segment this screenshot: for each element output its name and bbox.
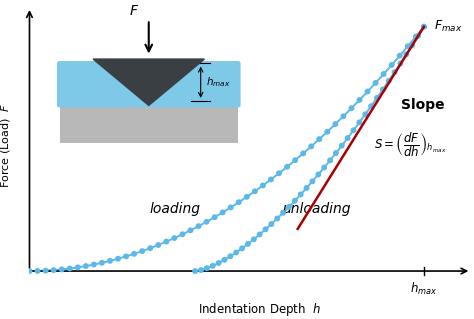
Point (332, 151, 340, 156)
Point (122, 254, 130, 259)
Point (331, 122, 339, 127)
Point (402, 52, 410, 57)
Point (367, 104, 375, 109)
Point (259, 183, 267, 188)
Point (195, 224, 202, 229)
Point (308, 144, 315, 149)
Point (211, 215, 219, 220)
Point (291, 198, 299, 203)
Point (309, 179, 316, 184)
Point (404, 44, 411, 49)
Point (420, 24, 428, 29)
Text: loading: loading (150, 202, 201, 216)
Point (209, 263, 217, 268)
Point (350, 128, 357, 133)
Point (292, 158, 299, 163)
Text: Indentation Depth  $h$: Indentation Depth $h$ (198, 301, 321, 318)
Point (315, 172, 322, 177)
Point (98, 260, 106, 265)
Point (179, 232, 186, 237)
Point (50, 268, 57, 273)
Point (283, 164, 291, 169)
Point (275, 171, 283, 176)
Point (82, 263, 90, 269)
Point (297, 192, 304, 197)
Point (203, 266, 210, 271)
Point (262, 227, 269, 232)
Text: $S = \left(\dfrac{dF}{dh}\right)_{h_{max}}$: $S = \left(\dfrac{dF}{dh}\right)_{h_{max… (374, 131, 447, 159)
Point (379, 87, 387, 92)
Point (74, 265, 82, 270)
Point (219, 210, 227, 215)
Point (347, 106, 355, 111)
Point (221, 257, 228, 262)
Point (138, 249, 146, 254)
Point (243, 194, 251, 199)
Point (397, 61, 404, 66)
Point (267, 177, 275, 182)
Point (300, 151, 307, 156)
Point (338, 143, 346, 148)
Point (356, 120, 363, 125)
Point (191, 269, 199, 274)
Point (380, 71, 387, 77)
Point (362, 112, 369, 117)
Text: Slope: Slope (401, 98, 444, 112)
Point (187, 228, 194, 233)
Point (66, 266, 73, 271)
Point (256, 232, 264, 237)
Point (356, 97, 363, 102)
Point (215, 260, 222, 265)
Text: $F_{max}$: $F_{max}$ (434, 19, 462, 34)
Point (146, 246, 154, 251)
Point (130, 251, 138, 256)
Point (420, 24, 428, 29)
Point (388, 63, 395, 68)
Point (324, 129, 331, 134)
Point (303, 185, 310, 190)
Point (391, 70, 398, 75)
Point (114, 256, 122, 261)
Point (320, 165, 328, 170)
Point (373, 95, 381, 100)
Point (409, 43, 416, 48)
Point (344, 136, 351, 141)
Point (385, 78, 392, 83)
Point (26, 269, 33, 274)
Point (227, 254, 234, 259)
Point (339, 114, 347, 119)
Point (232, 250, 240, 255)
Point (285, 204, 293, 209)
Point (227, 205, 235, 210)
Point (238, 246, 246, 251)
Point (364, 89, 371, 94)
Point (197, 268, 205, 273)
Point (203, 219, 210, 224)
Point (244, 241, 252, 247)
Point (235, 200, 243, 205)
Point (155, 242, 162, 248)
Point (58, 267, 65, 272)
Text: unloading: unloading (283, 202, 351, 216)
Point (251, 189, 259, 194)
Point (268, 221, 275, 226)
Point (273, 216, 281, 221)
Point (316, 137, 323, 142)
Text: Force (Load)  $F$: Force (Load) $F$ (0, 102, 12, 188)
Point (34, 268, 41, 273)
Point (90, 262, 98, 267)
Point (414, 33, 422, 39)
Point (326, 158, 334, 163)
Point (412, 34, 419, 39)
Point (163, 239, 170, 244)
Point (372, 80, 379, 85)
Point (171, 235, 178, 241)
Point (396, 53, 403, 58)
Point (42, 268, 49, 273)
Text: $h_{max}$: $h_{max}$ (410, 281, 438, 297)
Point (279, 210, 287, 215)
Point (250, 237, 257, 242)
Point (106, 258, 114, 263)
